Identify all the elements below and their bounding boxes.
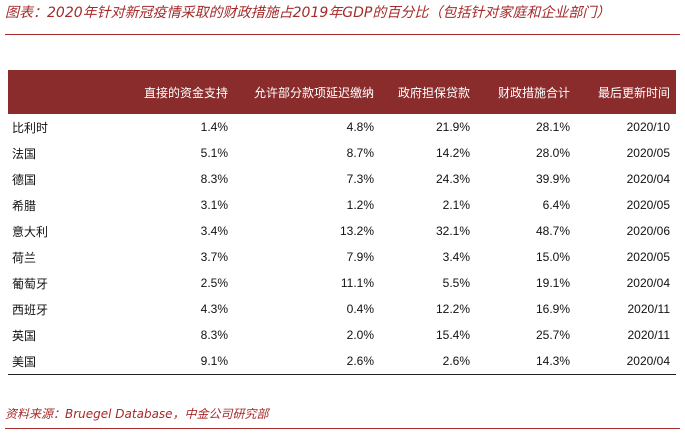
direct-cell: 5.1%	[200, 146, 228, 160]
country-cell: 比利时	[12, 120, 49, 135]
total-cell: 39.9%	[535, 172, 570, 186]
table-row: 意大利 3.4% 13.2% 32.1% 48.7% 2020/06	[8, 218, 676, 244]
header-guarantee-loans: 政府担保贷款	[397, 85, 470, 100]
total-cell: 16.9%	[535, 302, 570, 316]
deferral-cell: 0.4%	[346, 302, 374, 316]
table-row: 西班牙 4.3% 0.4% 12.2% 16.9% 2020/11	[8, 296, 676, 322]
table-header: 直接的资金支持 允许部分款项延迟缴纳 政府担保贷款 财政措施合计 最后更新时间	[8, 70, 676, 114]
total-cell: 19.1%	[535, 276, 570, 290]
fiscal-measures-table-container: 直接的资金支持 允许部分款项延迟缴纳 政府担保贷款 财政措施合计 最后更新时间 …	[8, 70, 676, 375]
direct-cell: 8.3%	[200, 328, 228, 342]
deferral-cell: 8.7%	[346, 146, 374, 160]
total-cell: 6.4%	[542, 198, 570, 212]
table-row: 比利时 1.4% 4.8% 21.9% 28.1% 2020/10	[8, 114, 676, 140]
updated-cell: 2020/04	[576, 348, 676, 375]
table-row: 法国 5.1% 8.7% 14.2% 28.0% 2020/05	[8, 140, 676, 166]
deferral-cell: 7.3%	[346, 172, 374, 186]
header-deferral: 允许部分款项延迟缴纳	[253, 85, 374, 100]
header-direct-support: 直接的资金支持	[143, 85, 228, 100]
updated-cell: 2020/06	[626, 224, 670, 238]
header-country	[8, 70, 98, 114]
country-cell: 西班牙	[12, 302, 49, 317]
deferral-cell: 4.8%	[346, 120, 374, 134]
deferral-cell: 1.2%	[346, 198, 374, 212]
direct-cell: 1.4%	[200, 120, 228, 134]
country-cell: 美国	[8, 348, 98, 375]
deferral-cell: 2.0%	[346, 328, 374, 342]
guarantee-cell: 5.5%	[442, 276, 470, 290]
country-cell: 意大利	[12, 224, 49, 239]
table-row: 荷兰 3.7% 7.9% 3.4% 15.0% 2020/05	[8, 244, 676, 270]
guarantee-cell: 15.4%	[435, 328, 470, 342]
updated-cell: 2020/10	[626, 120, 670, 134]
table-body: 比利时 1.4% 4.8% 21.9% 28.1% 2020/10 法国 5.1…	[8, 114, 676, 375]
guarantee-cell: 14.2%	[435, 146, 470, 160]
table-row: 希腊 3.1% 1.2% 2.1% 6.4% 2020/05	[8, 192, 676, 218]
header-row: 直接的资金支持 允许部分款项延迟缴纳 政府担保贷款 财政措施合计 最后更新时间	[8, 70, 676, 114]
bottom-divider	[5, 428, 680, 429]
guarantee-cell: 12.2%	[435, 302, 470, 316]
direct-cell: 3.7%	[200, 250, 228, 264]
total-cell: 28.1%	[535, 120, 570, 134]
country-cell: 法国	[12, 146, 37, 161]
updated-cell: 2020/04	[626, 172, 670, 186]
updated-cell: 2020/05	[626, 198, 670, 212]
fiscal-measures-table: 直接的资金支持 允许部分款项延迟缴纳 政府担保贷款 财政措施合计 最后更新时间 …	[8, 70, 676, 375]
direct-cell: 2.5%	[200, 276, 228, 290]
country-cell: 荷兰	[12, 250, 37, 265]
direct-cell: 3.4%	[200, 224, 228, 238]
table-row: 德国 8.3% 7.3% 24.3% 39.9% 2020/04	[8, 166, 676, 192]
updated-cell: 2020/05	[626, 250, 670, 264]
table-row: 美国 9.1% 2.6% 2.6% 14.3% 2020/04	[8, 348, 676, 375]
deferral-cell: 7.9%	[346, 250, 374, 264]
updated-cell: 2020/04	[626, 276, 670, 290]
guarantee-cell: 21.9%	[435, 120, 470, 134]
title-divider	[5, 34, 680, 35]
guarantee-cell: 3.4%	[442, 250, 470, 264]
country-cell: 葡萄牙	[12, 276, 49, 291]
direct-cell: 3.1%	[200, 198, 228, 212]
direct-cell: 8.3%	[200, 172, 228, 186]
guarantee-cell: 32.1%	[435, 224, 470, 238]
deferral-cell: 13.2%	[339, 224, 374, 238]
deferral-cell: 11.1%	[340, 276, 374, 290]
total-cell: 15.0%	[535, 250, 570, 264]
total-cell: 48.7%	[535, 224, 570, 238]
total-cell: 14.3%	[476, 348, 576, 375]
updated-cell: 2020/05	[626, 146, 670, 160]
guarantee-cell: 24.3%	[435, 172, 470, 186]
total-cell: 25.7%	[535, 328, 570, 342]
country-cell: 希腊	[12, 198, 37, 213]
source-note: 资料来源：Bruegel Database，中金公司研究部	[5, 407, 269, 421]
guarantee-cell: 2.6%	[380, 348, 476, 375]
header-last-updated: 最后更新时间	[597, 85, 670, 100]
country-cell: 德国	[12, 172, 37, 187]
total-cell: 28.0%	[535, 146, 570, 160]
country-cell: 英国	[12, 328, 37, 343]
updated-cell: 2020/11	[627, 328, 671, 342]
figure-title: 图表：2020年针对新冠疫情采取的财政措施占2019年GDP的百分比（包括针对家…	[5, 5, 611, 21]
header-total: 财政措施合计	[497, 85, 570, 100]
direct-cell: 9.1%	[98, 348, 234, 375]
updated-cell: 2020/11	[627, 302, 671, 316]
direct-cell: 4.3%	[200, 302, 228, 316]
guarantee-cell: 2.1%	[442, 198, 470, 212]
table-row: 英国 8.3% 2.0% 15.4% 25.7% 2020/11	[8, 322, 676, 348]
deferral-cell: 2.6%	[234, 348, 380, 375]
table-row: 葡萄牙 2.5% 11.1% 5.5% 19.1% 2020/04	[8, 270, 676, 296]
